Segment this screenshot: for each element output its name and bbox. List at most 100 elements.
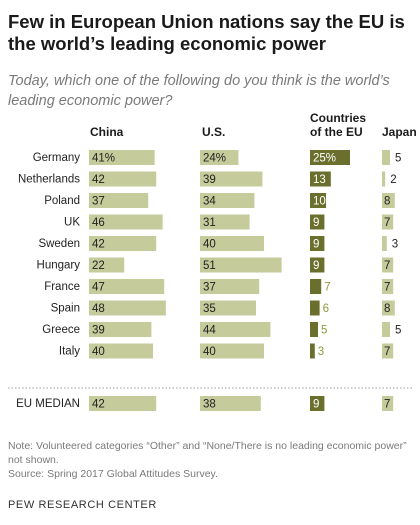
value-label-greece-2: 44 [203, 325, 216, 337]
value-label-france-2: 37 [203, 282, 216, 294]
bar-uk-4 [382, 214, 394, 230]
value-label-spain-3: 6 [323, 303, 329, 315]
value-label-uk-1: 46 [92, 217, 105, 229]
value-label-greece-4: 5 [395, 325, 401, 337]
value-label-hungary-1: 22 [92, 260, 105, 272]
row-label-eu-median: EU MEDIAN [16, 398, 80, 410]
bar-france-3 [310, 279, 322, 294]
bar-greece-3 [310, 322, 318, 337]
chart-title: Few in European Union nations say the EU… [8, 11, 405, 54]
row-label-spain: Spain [51, 303, 80, 315]
row-label-greece: Greece [42, 324, 80, 336]
bar-germany-3 [310, 150, 350, 165]
value-label-spain-1: 48 [92, 303, 105, 315]
value-label-spain-2: 35 [203, 303, 216, 315]
value-label-germany-3: 25% [313, 153, 336, 165]
row-label-uk: UK [64, 217, 80, 229]
bar-poland-2 [200, 193, 255, 208]
bar-netherlands-1 [89, 171, 157, 187]
bar-italy-2 [200, 343, 264, 359]
chart-subtitle: Today, which one of the following do you… [8, 73, 390, 109]
bar-germany-2 [200, 150, 239, 165]
bar-france-1 [89, 279, 165, 294]
bar-italy-4 [382, 343, 394, 359]
bar-eu-median-1 [89, 396, 157, 411]
bar-spain-3 [310, 300, 320, 316]
row-label-netherlands: Netherlands [18, 174, 80, 186]
value-label-sweden-3: 9 [313, 239, 319, 251]
value-label-hungary-2: 51 [203, 260, 216, 272]
value-label-italy-2: 40 [203, 346, 216, 358]
bar-poland-1 [89, 193, 149, 208]
row-label-germany: Germany [33, 152, 81, 164]
value-label-france-3: 7 [324, 282, 330, 294]
value-label-uk-3: 9 [313, 217, 319, 229]
bar-uk-3 [310, 214, 325, 230]
chart-note: Note: Volunteered categories “Other” and… [8, 440, 407, 466]
column-header-china: China [90, 125, 124, 139]
column-header-us: U.S. [202, 125, 226, 139]
bar-hungary-1 [89, 257, 125, 273]
value-label-sweden-2: 40 [203, 239, 216, 251]
bar-sweden-4 [382, 236, 387, 251]
row-label-italy: Italy [59, 346, 80, 358]
value-label-netherlands-2: 39 [203, 174, 216, 186]
row-label-france: France [44, 281, 80, 293]
value-label-netherlands-3: 13 [313, 174, 326, 186]
bar-netherlands-2 [200, 171, 263, 187]
value-label-poland-4: 8 [384, 196, 390, 208]
bar-italy-1 [89, 343, 153, 359]
bar-france-4 [382, 279, 394, 294]
column-header-eu: Countries of the EU [310, 111, 367, 139]
value-label-spain-4: 8 [384, 303, 390, 315]
value-label-germany-4: 5 [395, 153, 401, 165]
value-label-uk-2: 31 [203, 217, 216, 229]
value-label-italy-4: 7 [384, 346, 390, 358]
value-label-germany-2: 24% [203, 153, 226, 165]
value-label-netherlands-4: 2 [390, 174, 396, 186]
bar-germany-1 [89, 150, 155, 165]
value-label-italy-1: 40 [92, 346, 105, 358]
bar-france-2 [200, 279, 260, 294]
bar-spain-1 [89, 300, 166, 316]
row-label-sweden: Sweden [38, 238, 80, 250]
bar-sweden-1 [89, 236, 157, 251]
bar-greece-2 [200, 322, 271, 337]
bar-eu-median-2 [200, 396, 261, 411]
bar-hungary-4 [382, 257, 394, 273]
value-label-greece-1: 39 [92, 325, 105, 337]
bar-hungary-3 [310, 257, 325, 273]
bar-eu-median-4 [382, 396, 394, 411]
bar-netherlands-4 [382, 171, 386, 187]
row-label-poland: Poland [44, 195, 80, 207]
row-label-hungary: Hungary [37, 260, 81, 272]
value-label-sweden-4: 3 [392, 239, 398, 251]
value-label-eu-median-2: 38 [203, 399, 216, 411]
value-label-france-1: 47 [92, 282, 105, 294]
bar-spain-4 [382, 300, 395, 316]
value-label-eu-median-4: 7 [384, 399, 390, 411]
value-label-greece-3: 5 [321, 325, 327, 337]
pew-credit: PEW RESEARCH CENTER [8, 499, 157, 511]
bar-uk-2 [200, 214, 250, 230]
bar-sweden-3 [310, 236, 325, 251]
value-label-eu-median-3: 9 [313, 399, 319, 411]
value-label-poland-3: 10 [313, 196, 326, 208]
bar-eu-median-3 [310, 396, 325, 411]
bar-germany-4 [382, 150, 390, 165]
bar-hungary-2 [200, 257, 282, 273]
bar-poland-3 [310, 193, 326, 208]
value-label-sweden-1: 42 [92, 239, 105, 251]
chart-source: Source: Spring 2017 Global Attitudes Sur… [8, 468, 218, 480]
value-label-france-4: 7 [384, 282, 390, 294]
bar-netherlands-3 [310, 171, 331, 187]
bar-spain-2 [200, 300, 256, 316]
bar-poland-4 [382, 193, 395, 208]
value-label-hungary-3: 9 [313, 260, 319, 272]
bar-greece-4 [382, 322, 390, 337]
value-label-uk-4: 7 [384, 217, 390, 229]
bar-greece-1 [89, 322, 152, 337]
value-label-hungary-4: 7 [384, 260, 390, 272]
value-label-eu-median-1: 42 [92, 399, 105, 411]
